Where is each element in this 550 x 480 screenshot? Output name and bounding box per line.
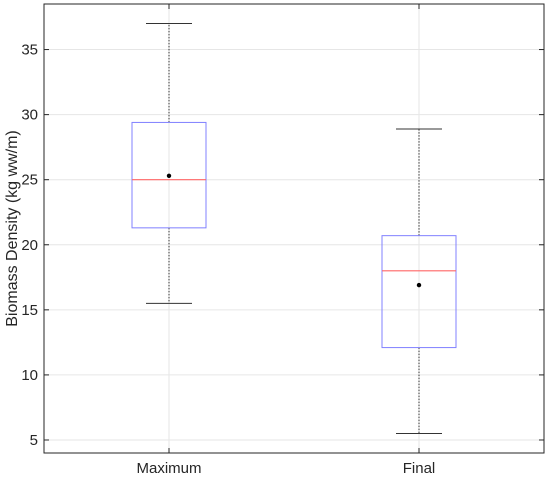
y-tick-label: 30 <box>21 107 38 124</box>
grid <box>44 4 544 453</box>
iqr-box <box>131 121 207 229</box>
axes-frame <box>43 3 545 454</box>
y-tick-label: 25 <box>21 172 38 189</box>
mean-marker <box>166 173 172 178</box>
mean-marker <box>416 282 422 288</box>
axis-ticks: 5 10 15 20 25 30 35 Maximum Final <box>21 4 544 477</box>
y-tick-label: 15 <box>21 302 38 319</box>
y-tick-label: 10 <box>21 367 38 384</box>
y-axis-label: Biomass Density (kg ww/m) <box>4 130 21 326</box>
y-tick-label: 5 <box>30 432 38 449</box>
x-tick-label: Maximum <box>136 460 201 477</box>
iqr-box <box>381 235 457 349</box>
x-tick-label: Final <box>403 460 436 477</box>
y-tick-label: 20 <box>21 237 38 254</box>
box-maximum <box>131 23 207 304</box>
box-series <box>131 23 457 434</box>
y-tick-label: 35 <box>21 42 38 59</box>
box-final <box>381 128 457 434</box>
